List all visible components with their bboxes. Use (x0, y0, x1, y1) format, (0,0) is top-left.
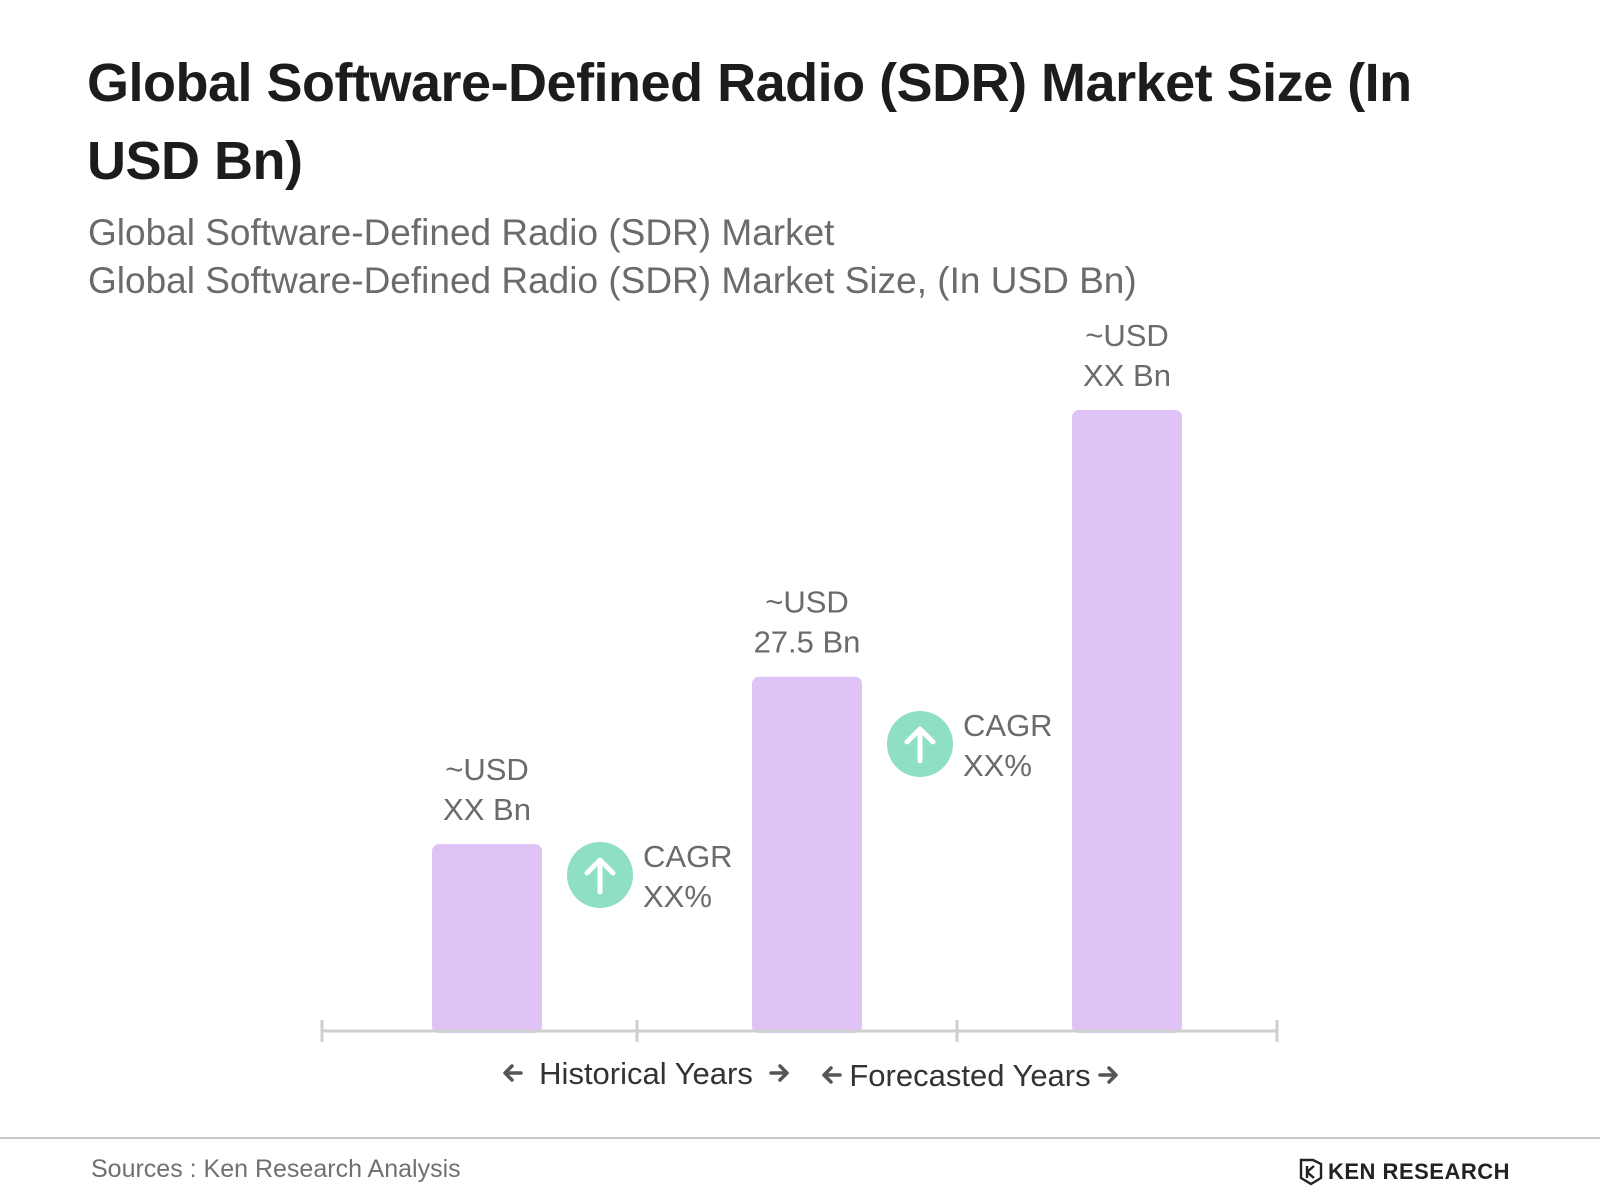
bar-chart: ~USD XX Bn ~USD 27.5 Bn ~USD XX Bn CAGR XX% CAGR… (320, 318, 1279, 1093)
bar-3 (1072, 410, 1182, 1033)
arrow-right-icon (769, 1064, 789, 1082)
ken-research-logo-icon (1299, 1158, 1323, 1186)
bar-1 (432, 844, 542, 1033)
logo-wordmark: KEN RESEARCH (1328, 1159, 1511, 1184)
source-note: Sources : Ken Research Analysis (91, 1155, 461, 1183)
arrow-left-icon (503, 1064, 523, 1082)
chart-subtitle: Global Software-Defined Radio (SDR) Mark… (88, 212, 835, 253)
bar-2-value-label: ~USD (765, 585, 849, 620)
bar-2-value-label: 27.5 Bn (754, 625, 861, 660)
bar-3-value-label: XX Bn (1083, 358, 1171, 393)
arrow-up-icon (904, 726, 936, 764)
chart-subtitle-units: Global Software-Defined Radio (SDR) Mark… (88, 260, 1137, 301)
period-label-1: Historical Years (539, 1056, 753, 1091)
cagr-label: CAGR (963, 708, 1053, 743)
bar-3-value-label: ~USD (1085, 318, 1169, 353)
cagr-value: XX% (643, 879, 712, 914)
bar-1-value-label: XX Bn (443, 792, 531, 827)
footer-divider (0, 1137, 1600, 1139)
bar-1-value-label: ~USD (445, 752, 529, 787)
ken-research-logo: KEN RESEARCH (1298, 1158, 1510, 1186)
bar-2 (752, 676, 862, 1033)
cagr-label: CAGR (643, 839, 733, 874)
arrow-up-icon (584, 857, 616, 895)
period-label-2: Forecasted Years (849, 1058, 1090, 1093)
cagr-value: XX% (963, 748, 1032, 783)
arrow-left-icon (822, 1066, 842, 1084)
arrow-right-icon (1098, 1066, 1118, 1084)
chart-title: Global Software-Defined Radio (SDR) Mark… (87, 53, 1412, 191)
